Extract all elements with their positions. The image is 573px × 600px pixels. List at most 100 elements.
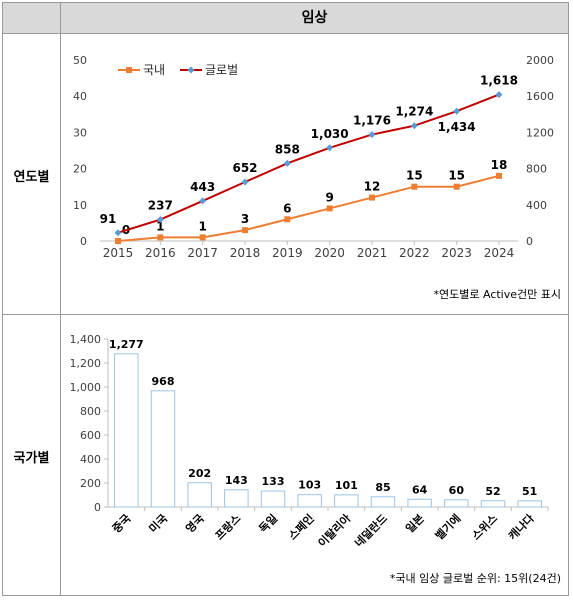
bar [150,390,176,508]
row-divider [3,314,568,315]
bar-category-label: 미국 [146,511,170,535]
bar-category-label: 일본 [403,511,427,535]
bar [224,489,249,508]
x-tick-label: 2016 [145,246,176,260]
row-label-country: 국가별 [13,451,50,466]
bar-y-tick-label: 1,400 [70,333,102,346]
legend-marker-domestic [126,67,132,73]
y-right-tick-label: 1600 [526,90,554,103]
bar [334,494,359,508]
bar-category-label: 영국 [183,512,207,536]
bar-y-tick-label: 400 [80,453,101,466]
data-point-global [241,178,249,186]
legend-marker-global [187,66,195,74]
bar-category-label: 캐나다 [505,511,537,543]
x-tick-label: 2021 [357,246,388,260]
data-label-domestic: 1 [156,219,164,233]
bar-value-label: 101 [335,479,358,492]
bar-category-label: 이탈리아 [315,511,354,550]
country-note: *국내 임상 글로벌 순위: 15위(24건) [389,572,561,585]
data-point-global [453,107,461,115]
bar-y-tick-label: 600 [80,429,101,442]
row-label-yearly: 연도별 [13,170,50,185]
data-label-global: 652 [232,161,257,175]
bar-y-tick-label: 1,200 [70,357,102,370]
y-right-tick-label: 800 [526,163,547,176]
data-point-domestic [115,238,121,244]
data-point-domestic [496,172,502,179]
y-right-tick-label: 0 [526,235,533,248]
x-tick-label: 2018 [230,246,261,260]
bar-value-label: 85 [375,481,390,494]
bar-y-tick-label: 0 [94,501,101,514]
bar-value-label: 1,277 [109,338,144,351]
bar [444,499,469,508]
data-point-global [410,122,418,130]
data-label-global: 1,274 [395,105,433,119]
bar [407,498,432,508]
data-label-domestic: 9 [325,190,333,204]
x-tick-label: 2017 [187,246,218,260]
bar-category-label: 네덜란드 [352,511,391,550]
bar [480,500,506,508]
bar-category-label: 벨기에 [432,511,463,542]
table-title: 임상 [301,10,328,26]
column-divider [60,3,61,595]
data-label-global: 1,176 [353,114,391,128]
bar-value-label: 64 [412,483,428,496]
x-tick-label: 2020 [314,246,345,260]
y-left-tick-label: 40 [73,90,87,103]
x-tick-label: 2019 [272,246,303,260]
bar-value-label: 60 [449,484,465,497]
bar [260,490,286,508]
data-point-domestic [326,205,333,212]
bar-category-label: 스페인 [285,511,316,542]
bar-category-label: 독일 [256,511,280,535]
data-point-global [156,216,164,224]
y-right-tick-label: 400 [526,199,547,212]
yearly-note: *연도별로 Active건만 표시 [433,288,561,301]
bar-y-tick-label: 800 [80,405,101,418]
y-left-tick-label: 30 [73,126,87,139]
data-point-domestic [284,216,291,223]
bar [114,353,139,508]
data-label-domestic: 3 [241,212,249,226]
data-label-domestic: 6 [283,201,291,215]
bar-value-label: 133 [262,475,285,488]
x-tick-label: 2015 [103,246,134,260]
data-point-global [368,131,376,139]
data-point-domestic [199,234,206,241]
data-label-global: 91 [100,212,117,226]
x-tick-label: 2023 [441,246,472,260]
bar-category-label: 중국 [110,512,134,536]
bar-category-label: 프랑스 [213,512,244,543]
bar [297,494,322,508]
data-point-global [283,159,291,167]
y-left-tick-label: 20 [73,163,87,176]
bar-value-label: 103 [298,479,321,492]
bar-y-tick-label: 200 [80,477,101,490]
data-label-global: 1,030 [311,127,349,141]
data-label-global: 1,434 [438,120,476,134]
bar-value-label: 143 [225,474,248,487]
y-left-tick-label: 50 [73,54,87,67]
legend-label-domestic: 국내 [143,63,165,77]
y-left-tick-label: 0 [80,235,87,248]
bar [187,482,212,508]
bar [517,500,542,508]
x-tick-label: 2024 [484,246,515,260]
data-label-domestic: 15 [448,169,465,183]
data-point-domestic [369,194,375,201]
y-right-tick-label: 2000 [526,54,554,67]
data-point-domestic [157,234,164,241]
data-label-global: 237 [148,199,173,213]
data-point-domestic [411,183,418,190]
data-label-domestic: 15 [406,169,423,183]
x-tick-label: 2022 [399,246,430,260]
data-label-global: 443 [190,180,215,194]
data-label-domestic: 18 [491,158,508,172]
bar [370,496,396,508]
data-point-global [326,144,334,152]
bar-value-label: 968 [152,375,175,388]
